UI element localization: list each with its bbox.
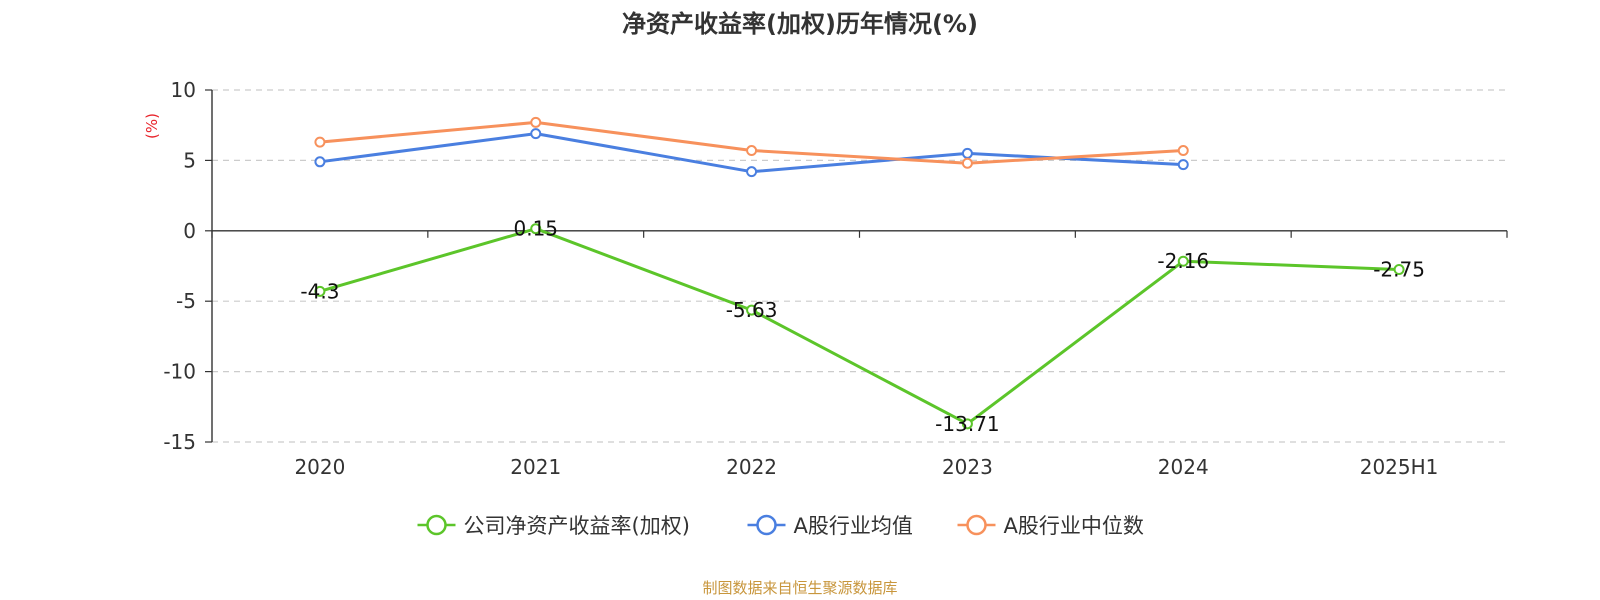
axes: 10 5 0 -5 -10 -15 2020 2021 2022 2023 2024 2025H1: [163, 78, 1508, 479]
data-point: [1393, 264, 1405, 276]
legend-label: 公司净资产收益率(加权): [464, 514, 690, 538]
y-tick-label: 5: [183, 148, 196, 172]
data-label: -13.71: [935, 412, 999, 436]
legend-label: A股行业中位数: [1004, 514, 1144, 538]
data-label: -2.75: [1373, 258, 1425, 282]
legend-item[interactable]: A股行业均值: [747, 514, 913, 538]
legend-marker: [966, 514, 987, 536]
data-point: [314, 156, 326, 168]
data-labels: -4.3 0.15 -5.63 -13.71 -2.16 -2.75: [300, 217, 1425, 436]
series-lines: [314, 116, 1405, 430]
legend-label: A股行业均值: [794, 514, 913, 538]
y-tick-label: -10: [163, 360, 196, 384]
series-line: [319, 120, 1184, 165]
data-point: [1177, 159, 1189, 171]
y-axis-label: (%): [143, 113, 161, 139]
data-label: 0.15: [513, 217, 558, 241]
source-note: 制图数据来自恒生聚源数据库: [702, 579, 897, 597]
y-tick-label: -5: [176, 289, 196, 313]
data-point: [961, 157, 973, 169]
data-point: [530, 116, 542, 128]
data-label: -4.3: [300, 279, 339, 303]
data-point: [746, 166, 758, 178]
data-point: [1177, 255, 1189, 267]
data-label: -5.63: [726, 298, 778, 322]
y-tick-label: 0: [183, 219, 196, 243]
x-tick-label: 2023: [942, 455, 993, 479]
legend[interactable]: 公司净资产收益率(加权) A股行业均值 A股行业中位数: [417, 514, 1144, 538]
y-tick-label: -15: [163, 430, 196, 454]
data-point: [314, 285, 326, 297]
data-point: [961, 418, 973, 430]
data-point: [961, 147, 973, 159]
chart-title: 净资产收益率(加权)历年情况(%): [622, 10, 978, 38]
series-line: [319, 227, 1400, 426]
data-label: -2.16: [1157, 249, 1209, 273]
x-tick-label: 2020: [294, 455, 345, 479]
data-point: [746, 145, 758, 157]
data-point: [530, 223, 542, 235]
legend-item[interactable]: A股行业中位数: [957, 514, 1144, 538]
data-point: [746, 304, 758, 316]
legend-marker: [756, 514, 777, 536]
legend-item[interactable]: 公司净资产收益率(加权): [417, 514, 690, 538]
x-tick-label: 2021: [510, 455, 561, 479]
data-point: [314, 136, 326, 148]
data-point: [1177, 145, 1189, 157]
x-tick-label: 2025H1: [1360, 455, 1439, 479]
x-tick-label: 2022: [726, 455, 777, 479]
y-tick-label: 10: [171, 78, 196, 102]
legend-marker: [426, 514, 447, 536]
grid-lines: [212, 89, 1507, 443]
data-point: [530, 128, 542, 140]
x-tick-label: 2024: [1158, 455, 1209, 479]
